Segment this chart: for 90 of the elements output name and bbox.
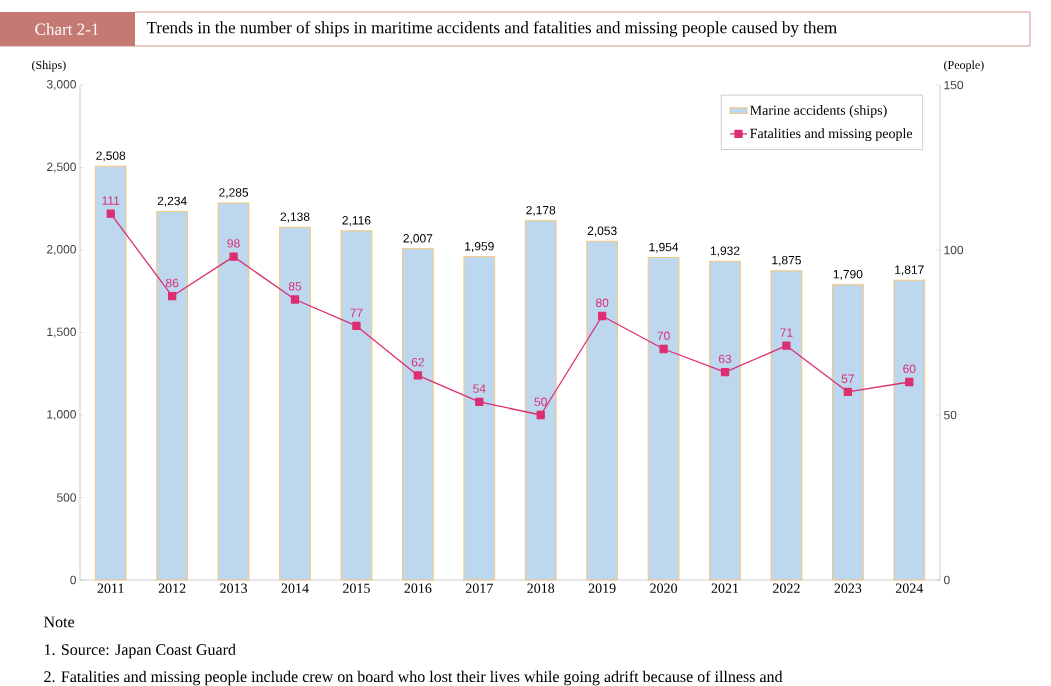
data-label: 1,817	[895, 265, 924, 276]
x-tick-label: 2022	[773, 583, 800, 593]
point	[106, 209, 115, 218]
bar	[524, 220, 557, 581]
bar	[463, 256, 496, 581]
data-label: 80	[595, 298, 609, 308]
point	[720, 367, 730, 377]
x-tick-label: 2020	[650, 583, 678, 593]
data-label: 50	[534, 397, 547, 407]
y-tick-label: 2,000	[47, 245, 76, 255]
y2-tick-label: 100	[944, 245, 964, 255]
y2-tick-label: 50	[944, 410, 957, 420]
text: 1. Source: Japan Coast Guard	[44, 643, 236, 659]
bar	[340, 230, 373, 581]
bar	[709, 260, 741, 581]
point	[905, 377, 914, 387]
data-label: 1,875	[772, 255, 801, 266]
point	[229, 252, 238, 261]
bar	[770, 270, 803, 581]
y-tick-label: 0	[70, 575, 77, 585]
data-label: 2,138	[280, 212, 310, 223]
chart-title: Chart 2-1	[35, 23, 99, 35]
data-label: 2,116	[342, 216, 371, 227]
legend-label: Marine accidents (ships)	[750, 105, 887, 118]
data-label: 70	[657, 331, 670, 341]
data-label: 2,285	[219, 188, 249, 199]
point	[290, 295, 300, 304]
text: Note	[43, 616, 75, 628]
point	[782, 341, 791, 350]
data-label: 86	[165, 278, 179, 288]
x-tick-label: 2014	[281, 583, 309, 593]
point	[536, 410, 545, 420]
x-tick-label: 2021	[711, 583, 739, 593]
point	[598, 311, 607, 321]
data-label: 54	[473, 384, 486, 393]
text: 2. Fatalities and missing people include crew on board who lost their lives while going adrift because of illness and	[44, 670, 783, 686]
data-label: 2,508	[96, 151, 126, 162]
x-tick-label: 2012	[158, 583, 186, 593]
data-label: 111	[102, 196, 120, 205]
y-tick-label: 500	[56, 493, 76, 502]
x-tick-label: 2013	[220, 583, 248, 593]
bar	[832, 284, 864, 581]
data-label: 2,234	[157, 196, 187, 207]
y-axis-title: (Ships)	[32, 60, 66, 72]
data-label: 71	[780, 328, 793, 337]
y2-axis-title: (People)	[944, 60, 984, 72]
x-tick-label: 2018	[527, 583, 555, 593]
data-label: 2,053	[587, 226, 617, 237]
x-tick-label: 2016	[404, 583, 432, 593]
data-label: 77	[350, 308, 363, 317]
bar	[586, 240, 619, 581]
y-tick-label: 1,500	[47, 327, 76, 338]
y-tick-label: 3,000	[46, 80, 76, 90]
x-tick-label: 2011	[97, 583, 124, 593]
point	[843, 387, 853, 397]
bar	[647, 257, 680, 581]
y2-tick-label: 0	[944, 575, 950, 585]
y2-tick-label: 150	[944, 80, 964, 90]
legend-label: Fatalities and missing people	[750, 128, 913, 142]
data-label: 57	[841, 374, 854, 383]
x-tick-label: 2015	[343, 583, 370, 593]
data-label: 1,790	[833, 269, 863, 280]
point	[475, 397, 484, 406]
data-label: 1,959	[465, 242, 494, 252]
point	[168, 292, 177, 301]
x-tick-label: 2024	[895, 583, 924, 593]
y-tick-label: 1,000	[47, 410, 76, 420]
point	[659, 344, 668, 354]
data-label: 2,007	[403, 234, 433, 245]
data-label: 1,954	[649, 242, 679, 253]
bar	[402, 248, 434, 581]
bar	[156, 210, 188, 581]
data-label: 85	[288, 282, 302, 291]
data-label: 1,932	[710, 246, 740, 257]
point	[352, 321, 361, 331]
data-label: 63	[718, 354, 732, 364]
x-tick-label: 2023	[834, 583, 862, 593]
x-tick-label: 2017	[465, 583, 493, 593]
bar	[94, 165, 127, 581]
data-label: 2,178	[526, 205, 556, 216]
bar	[279, 226, 311, 581]
chart-subtitle: Trends in the number of ships in maritime accidents and fatalities and missing people caused by them	[146, 21, 837, 37]
y-tick-label: 2,500	[47, 162, 76, 173]
bar	[893, 279, 926, 581]
point	[413, 371, 423, 380]
x-tick-label: 2019	[588, 583, 616, 593]
data-label: 60	[903, 364, 916, 374]
data-label: 62	[411, 357, 424, 367]
data-label: 98	[227, 239, 240, 248]
bar	[217, 202, 250, 581]
